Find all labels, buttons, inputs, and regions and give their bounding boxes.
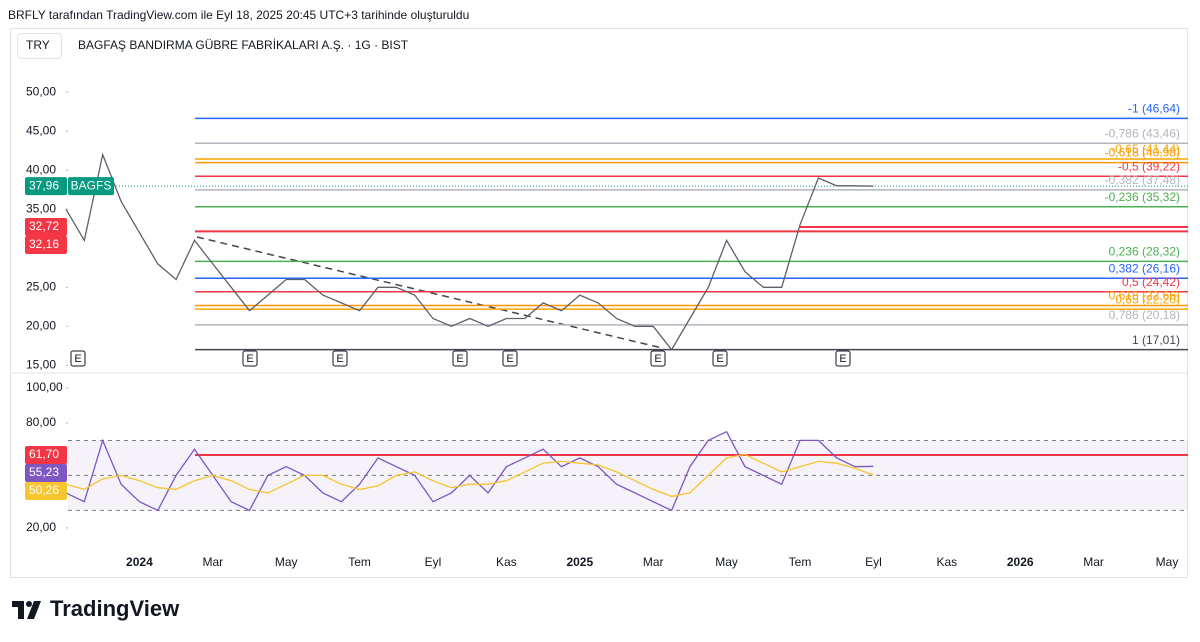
fib-label: -0,65 (41,44): [1111, 142, 1180, 156]
fib-label: 0,786 (20,18): [1109, 308, 1180, 322]
fib-label: 0,5 (24,42): [1122, 275, 1180, 289]
x-tick-label: 2025: [566, 555, 593, 569]
earnings-label: E: [506, 353, 513, 365]
x-tick-label: 2026: [1007, 555, 1034, 569]
series-line: [65, 152, 874, 351]
y-tick-label: 40,00: [26, 162, 56, 176]
currency-box[interactable]: [17, 33, 62, 59]
y-tick-label: 25,00: [26, 279, 56, 293]
fib-label: 1 (17,01): [1132, 333, 1180, 347]
logo-mark: [26, 601, 32, 607]
earnings-marker[interactable]: E: [332, 350, 348, 367]
y-tick-label: 20,00: [26, 520, 56, 534]
logo-mark: [27, 601, 41, 619]
y-tick-label: 80,00: [26, 415, 56, 429]
logo-mark: [12, 601, 24, 619]
series-line: [65, 453, 874, 498]
earnings-label: E: [456, 353, 463, 365]
fib-label: -0,786 (43,46): [1105, 126, 1180, 140]
y-tick-label: 50,00: [26, 84, 56, 98]
earnings-marker[interactable]: E: [452, 350, 468, 367]
fib-label: -0,618 (40,98): [1105, 146, 1180, 160]
x-tick-label: May: [275, 555, 298, 569]
earnings-marker[interactable]: E: [502, 350, 518, 367]
fib-label: -0,236 (35,32): [1105, 190, 1180, 204]
fib-label: -0,5 (39,22): [1118, 159, 1180, 173]
earnings-box: [712, 350, 728, 367]
logo: [12, 601, 41, 619]
earnings-box: [835, 350, 851, 367]
y-tick-label: 100,00: [26, 380, 63, 394]
x-tick-label: Mar: [202, 555, 223, 569]
earnings-label: E: [716, 353, 723, 365]
earnings-box: [242, 350, 258, 367]
x-tick-label: Mar: [643, 555, 664, 569]
earnings-box: [452, 350, 468, 367]
earnings-box: [650, 350, 666, 367]
earnings-marker[interactable]: E: [835, 350, 851, 367]
fib-label: 0,618 (22,66): [1109, 289, 1180, 303]
price-label-box: [25, 481, 67, 500]
symbol-label: BAGFS: [71, 178, 112, 192]
earnings-label: E: [246, 353, 253, 365]
fib-label: -1 (46,64): [1128, 102, 1180, 116]
x-tick-label: Mar: [1083, 555, 1104, 569]
price-label-box: [25, 177, 67, 196]
price-label: 32,16: [29, 237, 59, 251]
fib-label: 0,65 (22,20): [1115, 292, 1180, 306]
earnings-label: E: [839, 353, 846, 365]
trend-line: [196, 236, 663, 349]
price-label-box: [25, 218, 67, 237]
fib-label: 0,236 (28,32): [1109, 245, 1180, 259]
price-label: 55,23: [29, 465, 59, 479]
fib-label: 0,382 (26,16): [1109, 261, 1180, 275]
price-label-box: [25, 463, 67, 482]
symbol-box: [68, 177, 114, 196]
earnings-label: E: [654, 353, 661, 365]
y-tick-label: 20,00: [26, 318, 56, 332]
x-tick-label: 2024: [126, 555, 153, 569]
earnings-label: E: [336, 353, 343, 365]
price-label: 32,72: [29, 219, 59, 233]
currency: TRY: [26, 38, 50, 52]
earnings-marker[interactable]: E: [650, 350, 666, 367]
x-tick-label: May: [715, 555, 738, 569]
symbol-title: BAGFAŞ BANDIRMA GÜBRE FABRİKALARI A.Ş. ·…: [78, 38, 409, 52]
x-tick-label: Eyl: [865, 555, 882, 569]
earnings-marker[interactable]: E: [712, 350, 728, 367]
earnings-marker[interactable]: E: [70, 350, 86, 367]
fib-label: -0,382 (37,48): [1105, 173, 1180, 187]
x-tick-label: Kas: [496, 555, 517, 569]
x-tick-label: Tem: [789, 555, 812, 569]
x-tick-label: Kas: [936, 555, 957, 569]
earnings-box: [70, 350, 86, 367]
price-label-box: [25, 236, 67, 255]
logo-text: TradingView: [50, 596, 180, 621]
price-label-box: [25, 445, 67, 464]
earnings-marker[interactable]: E: [242, 350, 258, 367]
y-tick-label: 35,00: [26, 201, 56, 215]
price-label: 61,70: [29, 447, 59, 461]
y-tick-label: 45,00: [26, 123, 56, 137]
price-label: 37,96: [29, 178, 59, 192]
caption: BRFLY tarafından TradingView.com ile Eyl…: [8, 8, 469, 22]
y-tick-label: 15,00: [26, 357, 56, 371]
x-tick-label: Eyl: [425, 555, 442, 569]
x-tick-label: May: [1156, 555, 1179, 569]
x-tick-label: Tem: [348, 555, 371, 569]
price-label: 50,26: [29, 483, 59, 497]
earnings-box: [332, 350, 348, 367]
earnings-label: E: [74, 353, 81, 365]
earnings-box: [502, 350, 518, 367]
frame: [10, 28, 1188, 578]
